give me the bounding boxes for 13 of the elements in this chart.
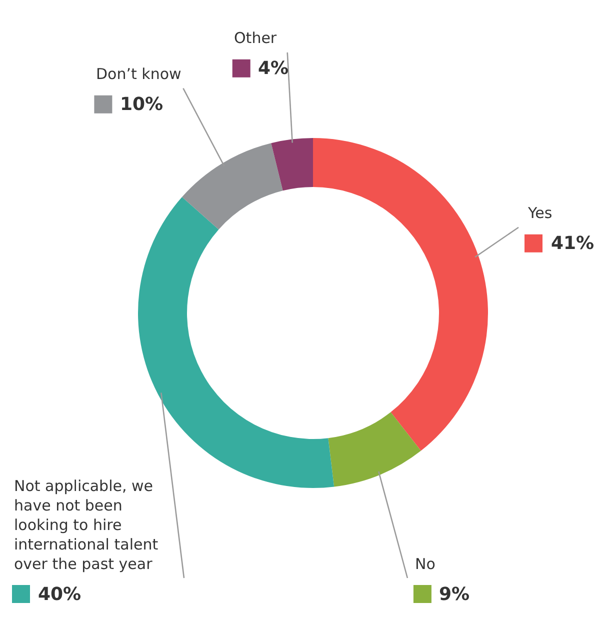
- data-label: 40%: [38, 584, 82, 605]
- slice-label: Other: [234, 29, 278, 47]
- data-label: 41%: [551, 233, 594, 254]
- donut-slice: [313, 138, 488, 451]
- donut-slice: [328, 412, 421, 487]
- data-label: 9%: [439, 584, 470, 605]
- data-label: 10%: [120, 94, 164, 115]
- slice-label: Don’t know: [96, 65, 182, 83]
- data-label: 4%: [258, 58, 289, 79]
- slice-label: Not applicable, we have not been looking to hire international talent over the past year: [14, 477, 158, 573]
- donut-slice: [271, 138, 313, 191]
- slice-label: No: [415, 555, 436, 573]
- slice-label: Yes: [527, 204, 552, 222]
